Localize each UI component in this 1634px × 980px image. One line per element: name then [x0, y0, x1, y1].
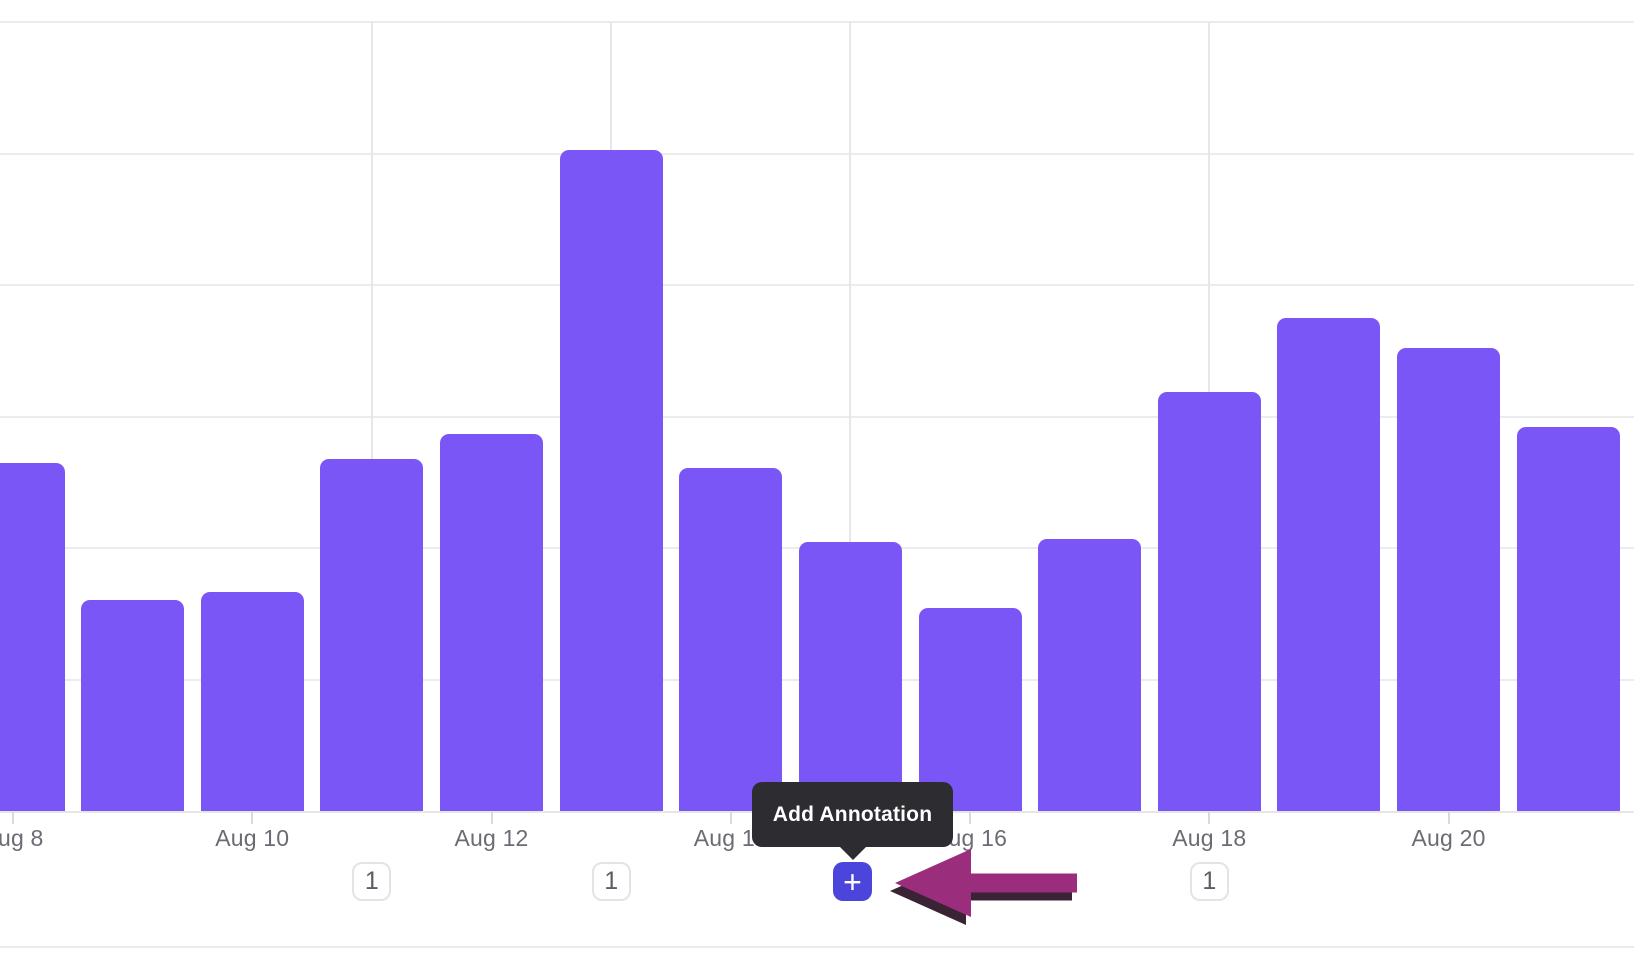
- bar-aug-8[interactable]: [0, 462, 65, 812]
- bar-aug-17[interactable]: [1038, 539, 1142, 812]
- bar-aug-14[interactable]: [679, 468, 783, 812]
- x-axis-tick: [1208, 812, 1211, 824]
- bottom-separator: [0, 946, 1634, 948]
- bar-aug-12[interactable]: [440, 433, 544, 812]
- tooltip-label: Add Annotation: [772, 802, 933, 826]
- bar-aug-16[interactable]: [918, 607, 1022, 812]
- x-axis-tick: [969, 812, 972, 824]
- x-axis-label: Aug 10: [215, 825, 290, 851]
- x-axis-label: Aug 20: [1411, 825, 1486, 851]
- bar-aug-21[interactable]: [1516, 427, 1620, 812]
- annotation-date-line: [370, 22, 373, 812]
- bar-aug-18[interactable]: [1157, 391, 1261, 812]
- bar-aug-11[interactable]: [320, 458, 424, 812]
- x-axis-tick: [251, 812, 254, 824]
- tooltip-pointer: [839, 846, 867, 860]
- add-annotation-button[interactable]: +: [833, 862, 872, 901]
- bar-aug-13[interactable]: [559, 149, 663, 812]
- arrow-shape: [895, 849, 1077, 917]
- x-axis-tick: [12, 812, 14, 824]
- x-axis-tick: [490, 812, 493, 824]
- annotation-badge-aug-13[interactable]: 1: [591, 862, 631, 901]
- bar-aug-15[interactable]: [798, 541, 902, 812]
- x-axis-label: Aug 8: [0, 825, 44, 851]
- bar-aug-20[interactable]: [1397, 348, 1501, 812]
- x-axis-label: Aug 12: [454, 825, 529, 851]
- bar-aug-9[interactable]: [81, 599, 185, 812]
- gridline-horizontal: [0, 152, 1634, 155]
- annotation-badge-aug-18[interactable]: 1: [1189, 862, 1229, 901]
- x-axis-label: Aug 18: [1172, 825, 1247, 851]
- bar-aug-10[interactable]: [200, 591, 304, 812]
- gridline-horizontal: [0, 21, 1634, 23]
- x-axis-tick: [1447, 812, 1450, 824]
- gridline-horizontal: [0, 284, 1634, 287]
- x-axis-tick: [729, 812, 732, 824]
- annotation-badge-aug-11[interactable]: 1: [352, 862, 392, 901]
- bar-aug-19[interactable]: [1277, 318, 1381, 812]
- add-annotation-tooltip: Add Annotation: [752, 782, 953, 860]
- gridline-horizontal: [0, 415, 1634, 418]
- annotation-date-line: [849, 22, 852, 812]
